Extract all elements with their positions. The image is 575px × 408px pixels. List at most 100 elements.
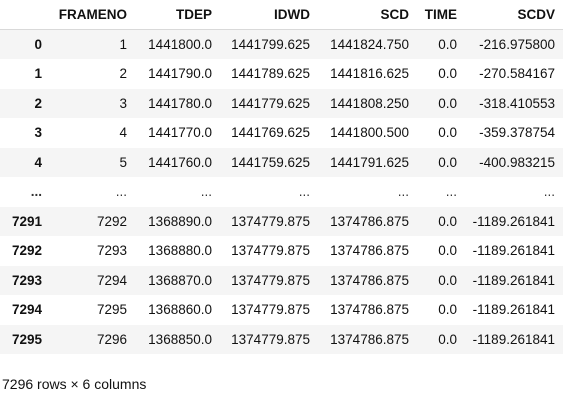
table-cell: 0.0 [438, 243, 457, 259]
row-index: 7291 [11, 213, 42, 229]
table-cell: 1374779.875 [231, 331, 310, 347]
table-cell: 7292 [96, 213, 127, 229]
row-index: 7295 [11, 331, 42, 347]
dataframe-output: FRAMENO TDEP IDWD SCD TIME SCDV 0 1 1441… [0, 0, 563, 354]
row-index: 7293 [11, 272, 42, 288]
table-cell: 1441770.0 [148, 125, 212, 141]
row-index: ... [30, 184, 42, 200]
table-cell: 1368850.0 [148, 331, 212, 347]
column-header: SCD [318, 0, 417, 30]
table-cell: 0.0 [438, 272, 457, 288]
table-row: 4 5 1441760.0 1441759.625 1441791.625 0.… [0, 147, 563, 177]
column-header: SCDV [465, 0, 563, 30]
table-cell: 1374786.875 [330, 272, 409, 288]
table-cell: 7293 [96, 243, 127, 259]
table-cell: 7295 [96, 302, 127, 318]
table-cell: -318.410553 [479, 95, 555, 111]
table-cell: 1441800.500 [330, 125, 409, 141]
table-cell: 2 [119, 66, 127, 82]
table-cell: 4 [119, 125, 127, 141]
ellipsis-row: ... ... ... ... ... ... ... [0, 177, 563, 207]
table-cell: 1374786.875 [330, 331, 409, 347]
table-cell: 1441779.625 [231, 95, 310, 111]
table-cell: 0.0 [438, 331, 457, 347]
column-header: IDWD [220, 0, 318, 30]
table-cell: 1441790.0 [148, 66, 212, 82]
table-cell: 0.0 [438, 213, 457, 229]
column-header: TIME [417, 0, 465, 30]
table-row: 3 4 1441770.0 1441769.625 1441800.500 0.… [0, 118, 563, 148]
row-index: 3 [34, 125, 42, 141]
table-cell: -1189.261841 [472, 331, 555, 347]
table-cell: 1441769.625 [231, 125, 310, 141]
table-cell: 1441800.0 [148, 37, 212, 52]
table-row: 1 2 1441790.0 1441789.625 1441816.625 0.… [0, 59, 563, 89]
table-cell: 1374779.875 [231, 272, 310, 288]
table-row: 7293 7294 1368870.0 1374779.875 1374786.… [0, 265, 563, 295]
row-index: 7292 [11, 243, 42, 259]
table-cell: 1 [119, 37, 127, 52]
table-cell: -359.378754 [479, 125, 555, 141]
row-index: 0 [34, 37, 42, 52]
table-row: 0 1 1441800.0 1441799.625 1441824.750 0.… [0, 29, 563, 59]
index-header [0, 0, 52, 30]
table-cell: 7294 [96, 272, 127, 288]
table-cell: -1189.261841 [472, 302, 555, 318]
dataframe-shape-caption: 7296 rows × 6 columns [2, 376, 147, 392]
table-cell: ... [200, 184, 212, 200]
table-row: 7294 7295 1368860.0 1374779.875 1374786.… [0, 295, 563, 325]
table-cell: 1374779.875 [231, 213, 310, 229]
table-cell: 1441799.625 [231, 37, 310, 52]
table-cell: 1368860.0 [148, 302, 212, 318]
table-cell: 1441759.625 [231, 154, 310, 170]
table-cell: ... [298, 184, 310, 200]
table-cell: -400.983215 [479, 154, 555, 170]
table-cell: 1368890.0 [148, 213, 212, 229]
table-cell: ... [543, 184, 555, 200]
table-cell: 0.0 [438, 125, 457, 141]
table-cell: 1441780.0 [148, 95, 212, 111]
table-cell: 5 [119, 154, 127, 170]
table-cell: 3 [119, 95, 127, 111]
table-cell: -1189.261841 [472, 272, 555, 288]
table-cell: ... [445, 184, 457, 200]
row-index: 2 [34, 95, 42, 111]
table-cell: -216.975800 [479, 37, 555, 52]
table-cell: 0.0 [438, 37, 457, 52]
table-cell: -1189.261841 [472, 243, 555, 259]
table-row: 7292 7293 1368880.0 1374779.875 1374786.… [0, 236, 563, 266]
column-header: TDEP [135, 0, 220, 30]
table-cell: 1374786.875 [330, 213, 409, 229]
table-cell: 1368870.0 [148, 272, 212, 288]
row-index: 7294 [11, 302, 42, 318]
table-cell: 1441789.625 [231, 66, 310, 82]
header-row: FRAMENO TDEP IDWD SCD TIME SCDV [0, 0, 563, 30]
table-cell: -270.584167 [479, 66, 555, 82]
table-cell: 7296 [96, 331, 127, 347]
table-cell: -1189.261841 [472, 213, 555, 229]
table-cell: 1441816.625 [330, 66, 409, 82]
table-row: 7295 7296 1368850.0 1374779.875 1374786.… [0, 324, 563, 354]
table-cell: 1441824.750 [330, 37, 409, 52]
table-cell: 0.0 [438, 95, 457, 111]
table-cell: ... [115, 184, 127, 200]
table-cell: 1374779.875 [231, 243, 310, 259]
table-cell: 1374786.875 [330, 302, 409, 318]
table-cell: 1441760.0 [148, 154, 212, 170]
row-index: 4 [34, 154, 42, 170]
table-row: 7291 7292 1368890.0 1374779.875 1374786.… [0, 206, 563, 236]
table-row: 2 3 1441780.0 1441779.625 1441808.250 0.… [0, 88, 563, 118]
table-cell: ... [397, 184, 409, 200]
table-cell: 1368880.0 [148, 243, 212, 259]
table-cell: 0.0 [438, 66, 457, 82]
table-cell: 1441791.625 [330, 154, 409, 170]
table-cell: 1441808.250 [330, 95, 409, 111]
table-cell: 0.0 [438, 154, 457, 170]
column-header: FRAMENO [52, 0, 135, 30]
dataframe-table: FRAMENO TDEP IDWD SCD TIME SCDV 0 1 1441… [0, 0, 563, 354]
table-cell: 1374779.875 [231, 302, 310, 318]
table-cell: 0.0 [438, 302, 457, 318]
row-index: 1 [34, 66, 42, 82]
table-cell: 1374786.875 [330, 243, 409, 259]
table-body: 0 1 1441800.0 1441799.625 1441824.750 0.… [0, 29, 563, 354]
